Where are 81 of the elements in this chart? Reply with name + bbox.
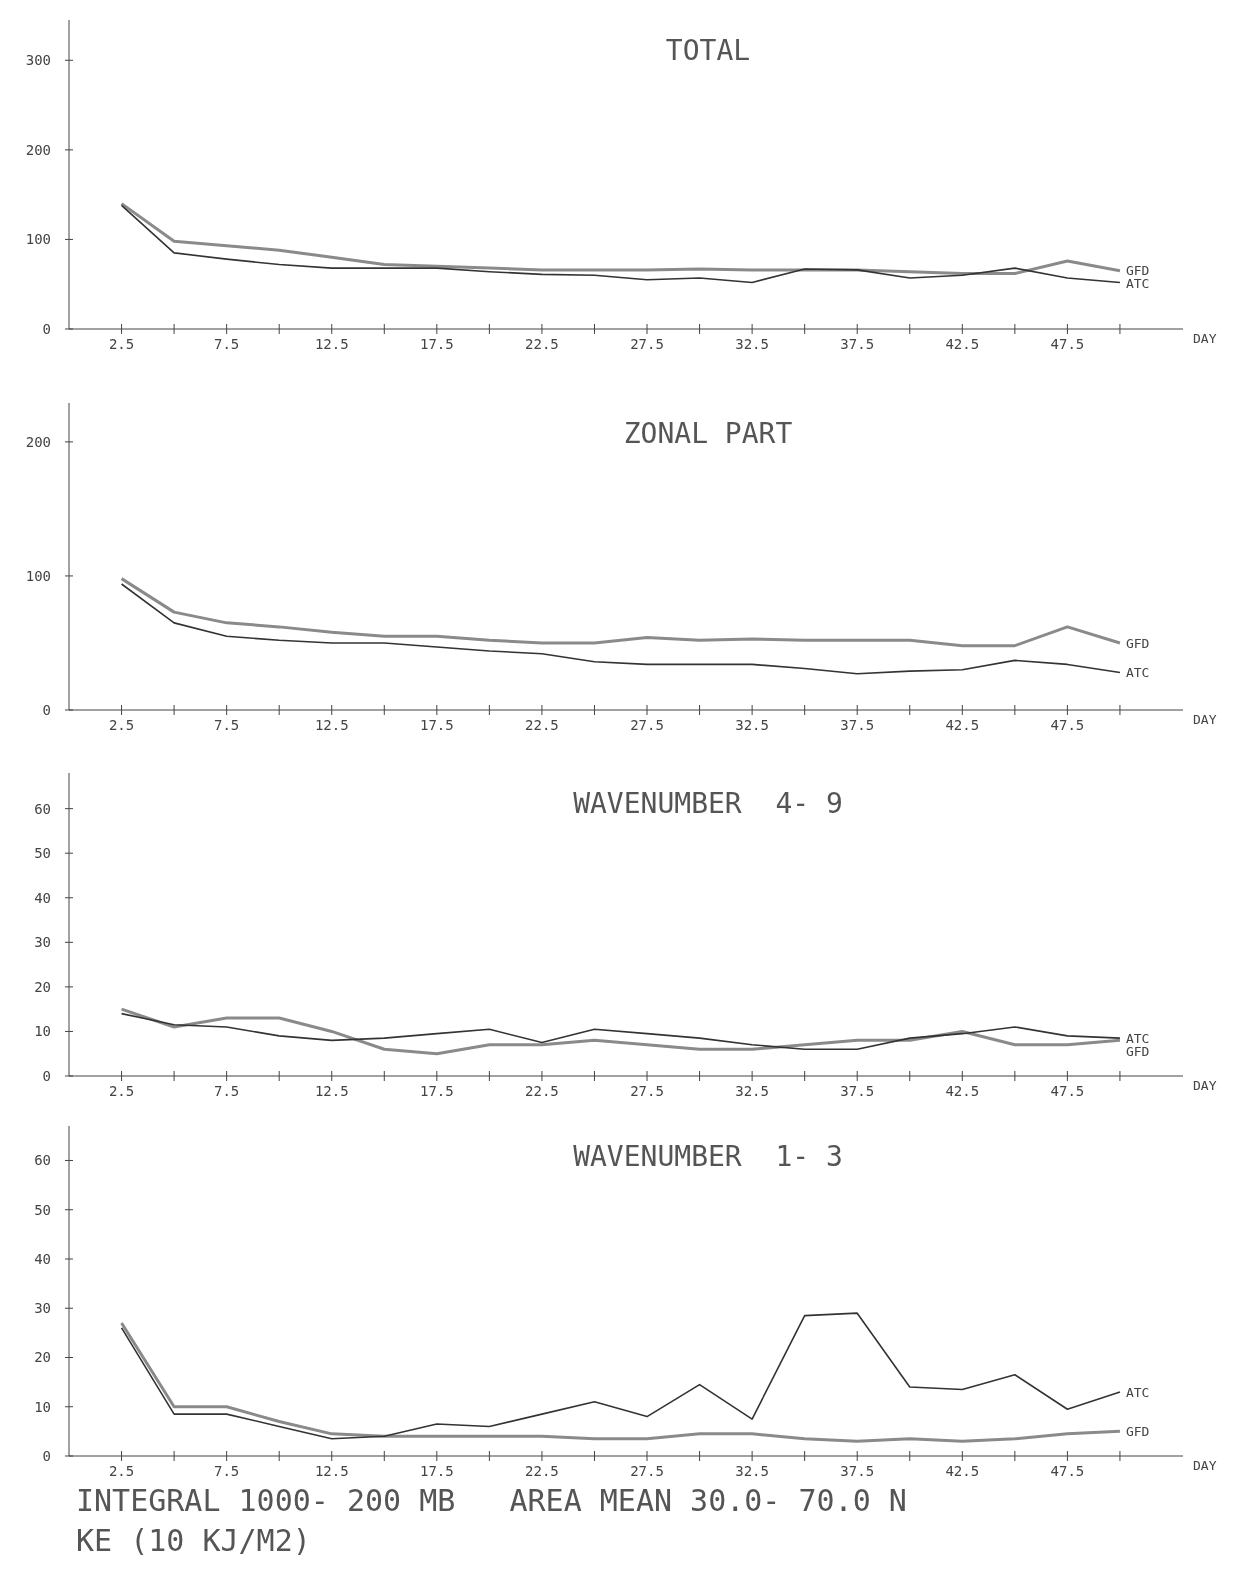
y-tick-label: 0 [42, 320, 51, 337]
x-tick-label: 32.5 [735, 1463, 769, 1479]
y-tick-label: 100 [25, 567, 51, 584]
x-tick-label: 42.5 [945, 1083, 980, 1099]
x-tick-label: 2.5 [108, 336, 135, 352]
y-tick-label: 10 [34, 1023, 51, 1040]
text: WAVENUMBER 4- 9 [573, 787, 843, 820]
x-tick-label: 37.5 [840, 1083, 875, 1099]
y-tick-label: 100 [25, 231, 51, 248]
text: ZONAL PART [623, 417, 793, 450]
x-tick-label: 47.5 [1050, 717, 1085, 733]
x-axis-title: DAY [1193, 331, 1217, 346]
x-tick-label: 2.5 [108, 1083, 135, 1099]
x-tick-label: 32.5 [735, 717, 769, 733]
x-tick-label: 37.5 [840, 1463, 875, 1479]
x-tick-label: 22.5 [525, 336, 559, 352]
x-tick-label: 2.5 [108, 717, 135, 733]
series-label: ATC [1125, 276, 1150, 292]
x-tick-label: 7.5 [213, 1463, 240, 1479]
y-tick-label: 20 [34, 978, 51, 995]
series-label: GFD [1125, 263, 1150, 279]
x-tick-label: 17.5 [419, 336, 454, 352]
x-tick-label: 42.5 [945, 717, 980, 733]
x-tick-label: 17.5 [419, 1463, 454, 1479]
y-tick-label: 60 [34, 1152, 51, 1169]
x-tick-label: 22.5 [525, 717, 559, 733]
y-tick-label: 50 [34, 845, 51, 862]
text: KE (10 KJ/M2) [76, 1523, 311, 1558]
y-tick-label: 0 [42, 1067, 51, 1084]
text: TOTAL [665, 34, 751, 67]
x-tick-label: 42.5 [945, 1463, 980, 1479]
x-tick-label: 32.5 [735, 336, 769, 352]
x-tick-label: 42.5 [945, 336, 980, 352]
x-tick-label: 17.5 [419, 1083, 454, 1099]
x-tick-label: 27.5 [630, 1083, 664, 1099]
y-tick-label: 0 [42, 701, 51, 718]
x-tick-label: 37.5 [840, 717, 875, 733]
series-label: GFD [1125, 1423, 1150, 1439]
y-tick-label: 20 [34, 1349, 51, 1366]
series-label: ATC [1125, 1030, 1150, 1046]
x-tick-label: 22.5 [525, 1083, 559, 1099]
x-tick-label: 12.5 [314, 717, 349, 733]
x-tick-label: 12.5 [314, 1083, 349, 1099]
y-tick-label: 0 [42, 1447, 51, 1464]
y-tick-label: 10 [34, 1398, 51, 1415]
x-tick-label: 12.5 [314, 336, 349, 352]
x-tick-label: 12.5 [314, 1463, 349, 1479]
y-tick-label: 40 [34, 1250, 51, 1267]
x-tick-label: 2.5 [108, 1463, 135, 1479]
x-tick-label: 7.5 [213, 336, 240, 352]
x-tick-label: 47.5 [1050, 1463, 1085, 1479]
x-tick-label: 32.5 [735, 1083, 769, 1099]
x-tick-label: 47.5 [1050, 336, 1085, 352]
x-tick-label: 22.5 [525, 1463, 559, 1479]
y-tick-label: 50 [34, 1201, 51, 1218]
y-tick-label: 30 [34, 934, 51, 951]
y-tick-label: 30 [34, 1300, 51, 1317]
x-tick-label: 7.5 [213, 717, 240, 733]
series-label: ATC [1125, 665, 1150, 681]
x-tick-label: 27.5 [630, 717, 664, 733]
series-label: ATC [1125, 1384, 1150, 1400]
y-tick-label: 40 [34, 889, 51, 906]
y-tick-label: 300 [25, 52, 51, 69]
x-tick-label: 7.5 [213, 1083, 240, 1099]
x-axis-title: DAY [1193, 712, 1217, 727]
line-series [120, 583, 1121, 675]
series-label: GFD [1125, 635, 1150, 651]
y-tick-label: 200 [25, 433, 51, 450]
x-tick-label: 17.5 [419, 717, 454, 733]
text: WAVENUMBER 1- 3 [573, 1140, 843, 1173]
x-axis-title: DAY [1193, 1078, 1217, 1093]
y-tick-label: 200 [25, 141, 51, 158]
series-label: GFD [1125, 1043, 1150, 1059]
text: INTEGRAL 1000- 200 MB AREA MEAN 30.0- 70.0 N [76, 1483, 907, 1518]
x-tick-label: 27.5 [630, 336, 664, 352]
x-tick-label: 37.5 [840, 336, 875, 352]
x-tick-label: 27.5 [630, 1463, 664, 1479]
y-tick-label: 60 [34, 800, 51, 817]
x-axis-title: DAY [1193, 1458, 1217, 1473]
line-series [120, 577, 1122, 648]
x-tick-label: 47.5 [1050, 1083, 1085, 1099]
